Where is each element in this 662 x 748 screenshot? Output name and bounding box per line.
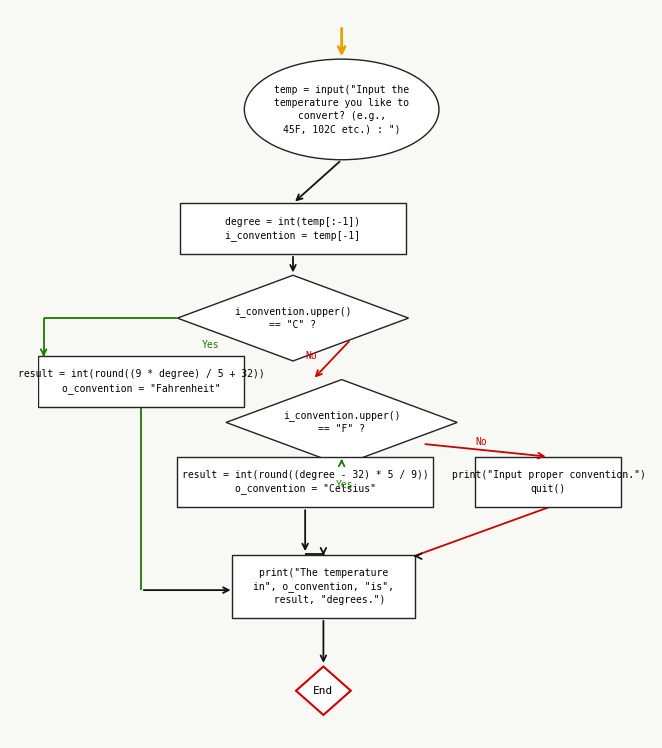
Text: End: End [313, 686, 334, 696]
FancyBboxPatch shape [232, 555, 414, 618]
Text: result = int(round((9 * degree) / 5 + 32))
o_convention = "Fahrenheit": result = int(round((9 * degree) / 5 + 32… [18, 370, 264, 393]
FancyBboxPatch shape [181, 203, 406, 254]
Text: print("The temperature
in", o_convention, "is",
  result, "degrees."): print("The temperature in", o_convention… [253, 568, 394, 605]
Text: print("Input proper convention.")
quit(): print("Input proper convention.") quit() [451, 470, 645, 494]
Ellipse shape [244, 59, 439, 160]
Polygon shape [177, 275, 408, 361]
Text: Yes: Yes [336, 479, 354, 490]
Text: result = int(round((degree - 32) * 5 / 9))
o_convention = "Celsius": result = int(round((degree - 32) * 5 / 9… [182, 470, 428, 494]
FancyBboxPatch shape [475, 457, 622, 507]
Text: i_convention.upper()
== "F" ?: i_convention.upper() == "F" ? [283, 411, 401, 435]
Polygon shape [296, 666, 351, 715]
Polygon shape [226, 379, 457, 465]
Text: degree = int(temp[:-1])
i_convention = temp[-1]: degree = int(temp[:-1]) i_convention = t… [226, 217, 361, 241]
Text: temp = input("Input the
temperature you like to
convert? (e.g.,
45F, 102C etc.) : temp = input("Input the temperature you … [274, 85, 409, 134]
FancyBboxPatch shape [177, 457, 433, 507]
Text: Yes: Yes [202, 340, 219, 350]
Text: i_convention.upper()
== "C" ?: i_convention.upper() == "C" ? [234, 306, 352, 330]
Text: No: No [305, 351, 317, 361]
Text: No: No [475, 437, 487, 447]
FancyBboxPatch shape [38, 356, 244, 407]
